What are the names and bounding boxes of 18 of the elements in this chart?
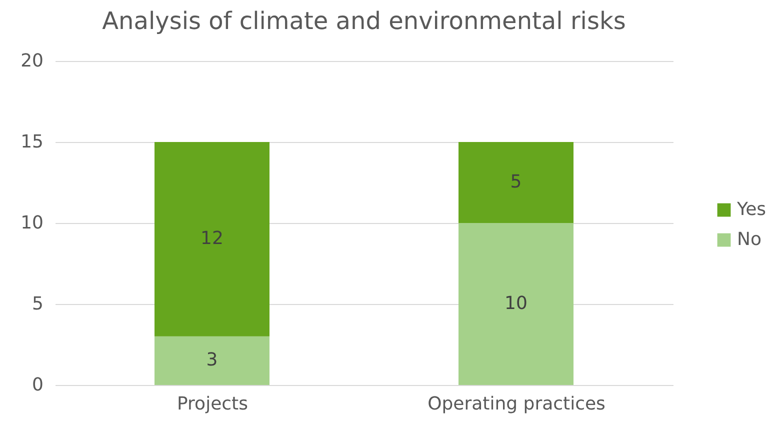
y-tick-label: 20: [20, 50, 44, 72]
data-label: 10: [504, 293, 528, 314]
bar: [458, 142, 574, 223]
bar: [154, 142, 270, 336]
bar: [154, 336, 270, 385]
chart-title: Analysis of climate and environmental risks: [102, 7, 626, 35]
legend-label: Yes: [736, 199, 766, 220]
data-label: 5: [510, 172, 522, 192]
y-tick-label: 10: [20, 212, 44, 234]
x-tick-label: Operating practices: [428, 394, 606, 414]
x-tick-label: Projects: [177, 394, 248, 414]
data-label: 12: [200, 228, 224, 250]
y-tick-label: 0: [32, 374, 44, 396]
y-tick-label: 15: [20, 132, 44, 152]
data-label: 3: [206, 350, 218, 371]
y-tick-label: 5: [32, 294, 44, 314]
bar: [458, 223, 574, 385]
legend-label: No: [737, 229, 762, 250]
